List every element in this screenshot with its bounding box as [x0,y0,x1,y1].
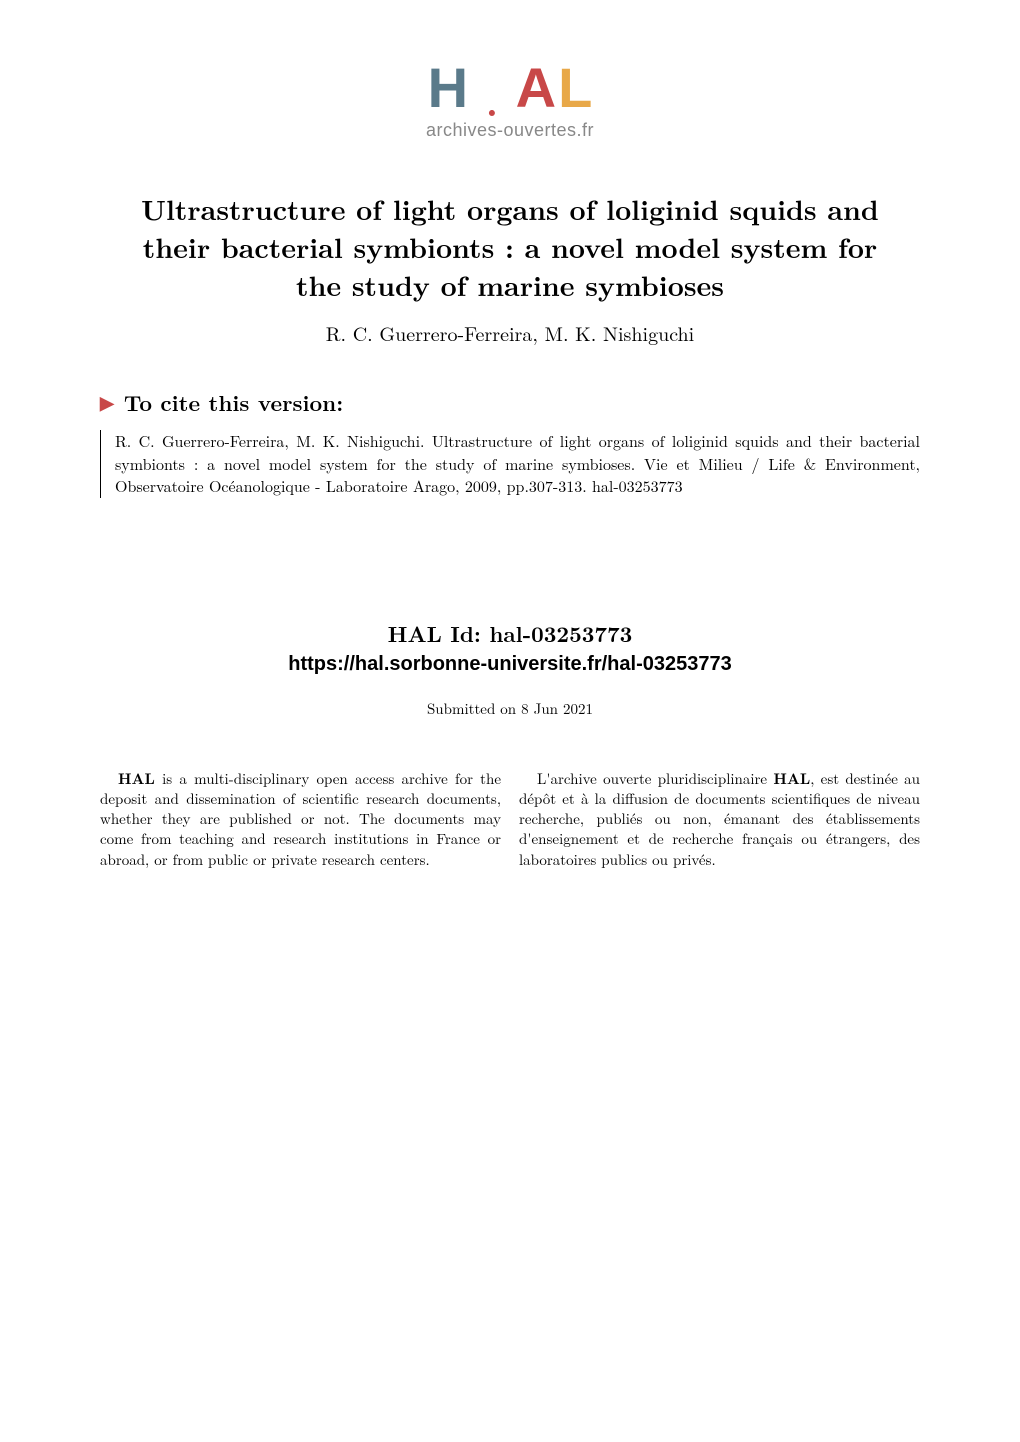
cite-body: R. C. Guerrero-Ferreira, M. K. Nishiguch… [100,430,920,497]
footer-left-text: is a multi-disciplinary open access arch… [100,768,501,870]
cite-section: ▶ To cite this version: R. C. Guerrero-F… [100,387,920,497]
footer-right: L'archive ouverte pluridisciplinaire HAL… [519,769,920,870]
hal-letter-l: L [558,60,592,116]
footer-left: HAL is a multi-disciplinary open access … [100,769,501,870]
footer-right-start: L'archive ouverte pluridisciplinaire [537,768,773,789]
hal-letter-a: A [516,60,556,116]
hal-logo-block: H · A L archives-ouvertes.fr [100,60,920,141]
submitted-date: Submitted on 8 Jun 2021 [100,698,920,719]
hal-id-label: HAL Id: hal-03253773 [100,618,920,649]
cite-header: ▶ To cite this version: [100,387,920,418]
footer-right-bold: HAL [773,768,810,789]
cite-header-text: To cite this version: [124,387,343,418]
cite-hal-ref: hal-03253773 [592,474,683,497]
paper-title: Ultrastructure of light organs of loligi… [100,191,920,304]
hal-id-block: HAL Id: hal-03253773 https://hal.sorbonn… [100,618,920,688]
hal-logo: H · A L archives-ouvertes.fr [426,60,594,141]
footer-left-bold: HAL [118,768,155,789]
cite-body-text: R. C. Guerrero-Ferreira, M. K. Nishiguch… [115,429,920,497]
footer-columns: HAL is a multi-disciplinary open access … [100,769,920,870]
hal-logo-letters: H · A L [428,60,593,116]
cite-arrow-icon: ▶ [100,390,114,415]
hal-letter-h: H [428,60,468,116]
hal-url[interactable]: https://hal.sorbonne-universite.fr/hal-0… [100,653,920,676]
paper-authors: R. C. Guerrero-Ferreira, M. K. Nishiguch… [100,318,920,347]
